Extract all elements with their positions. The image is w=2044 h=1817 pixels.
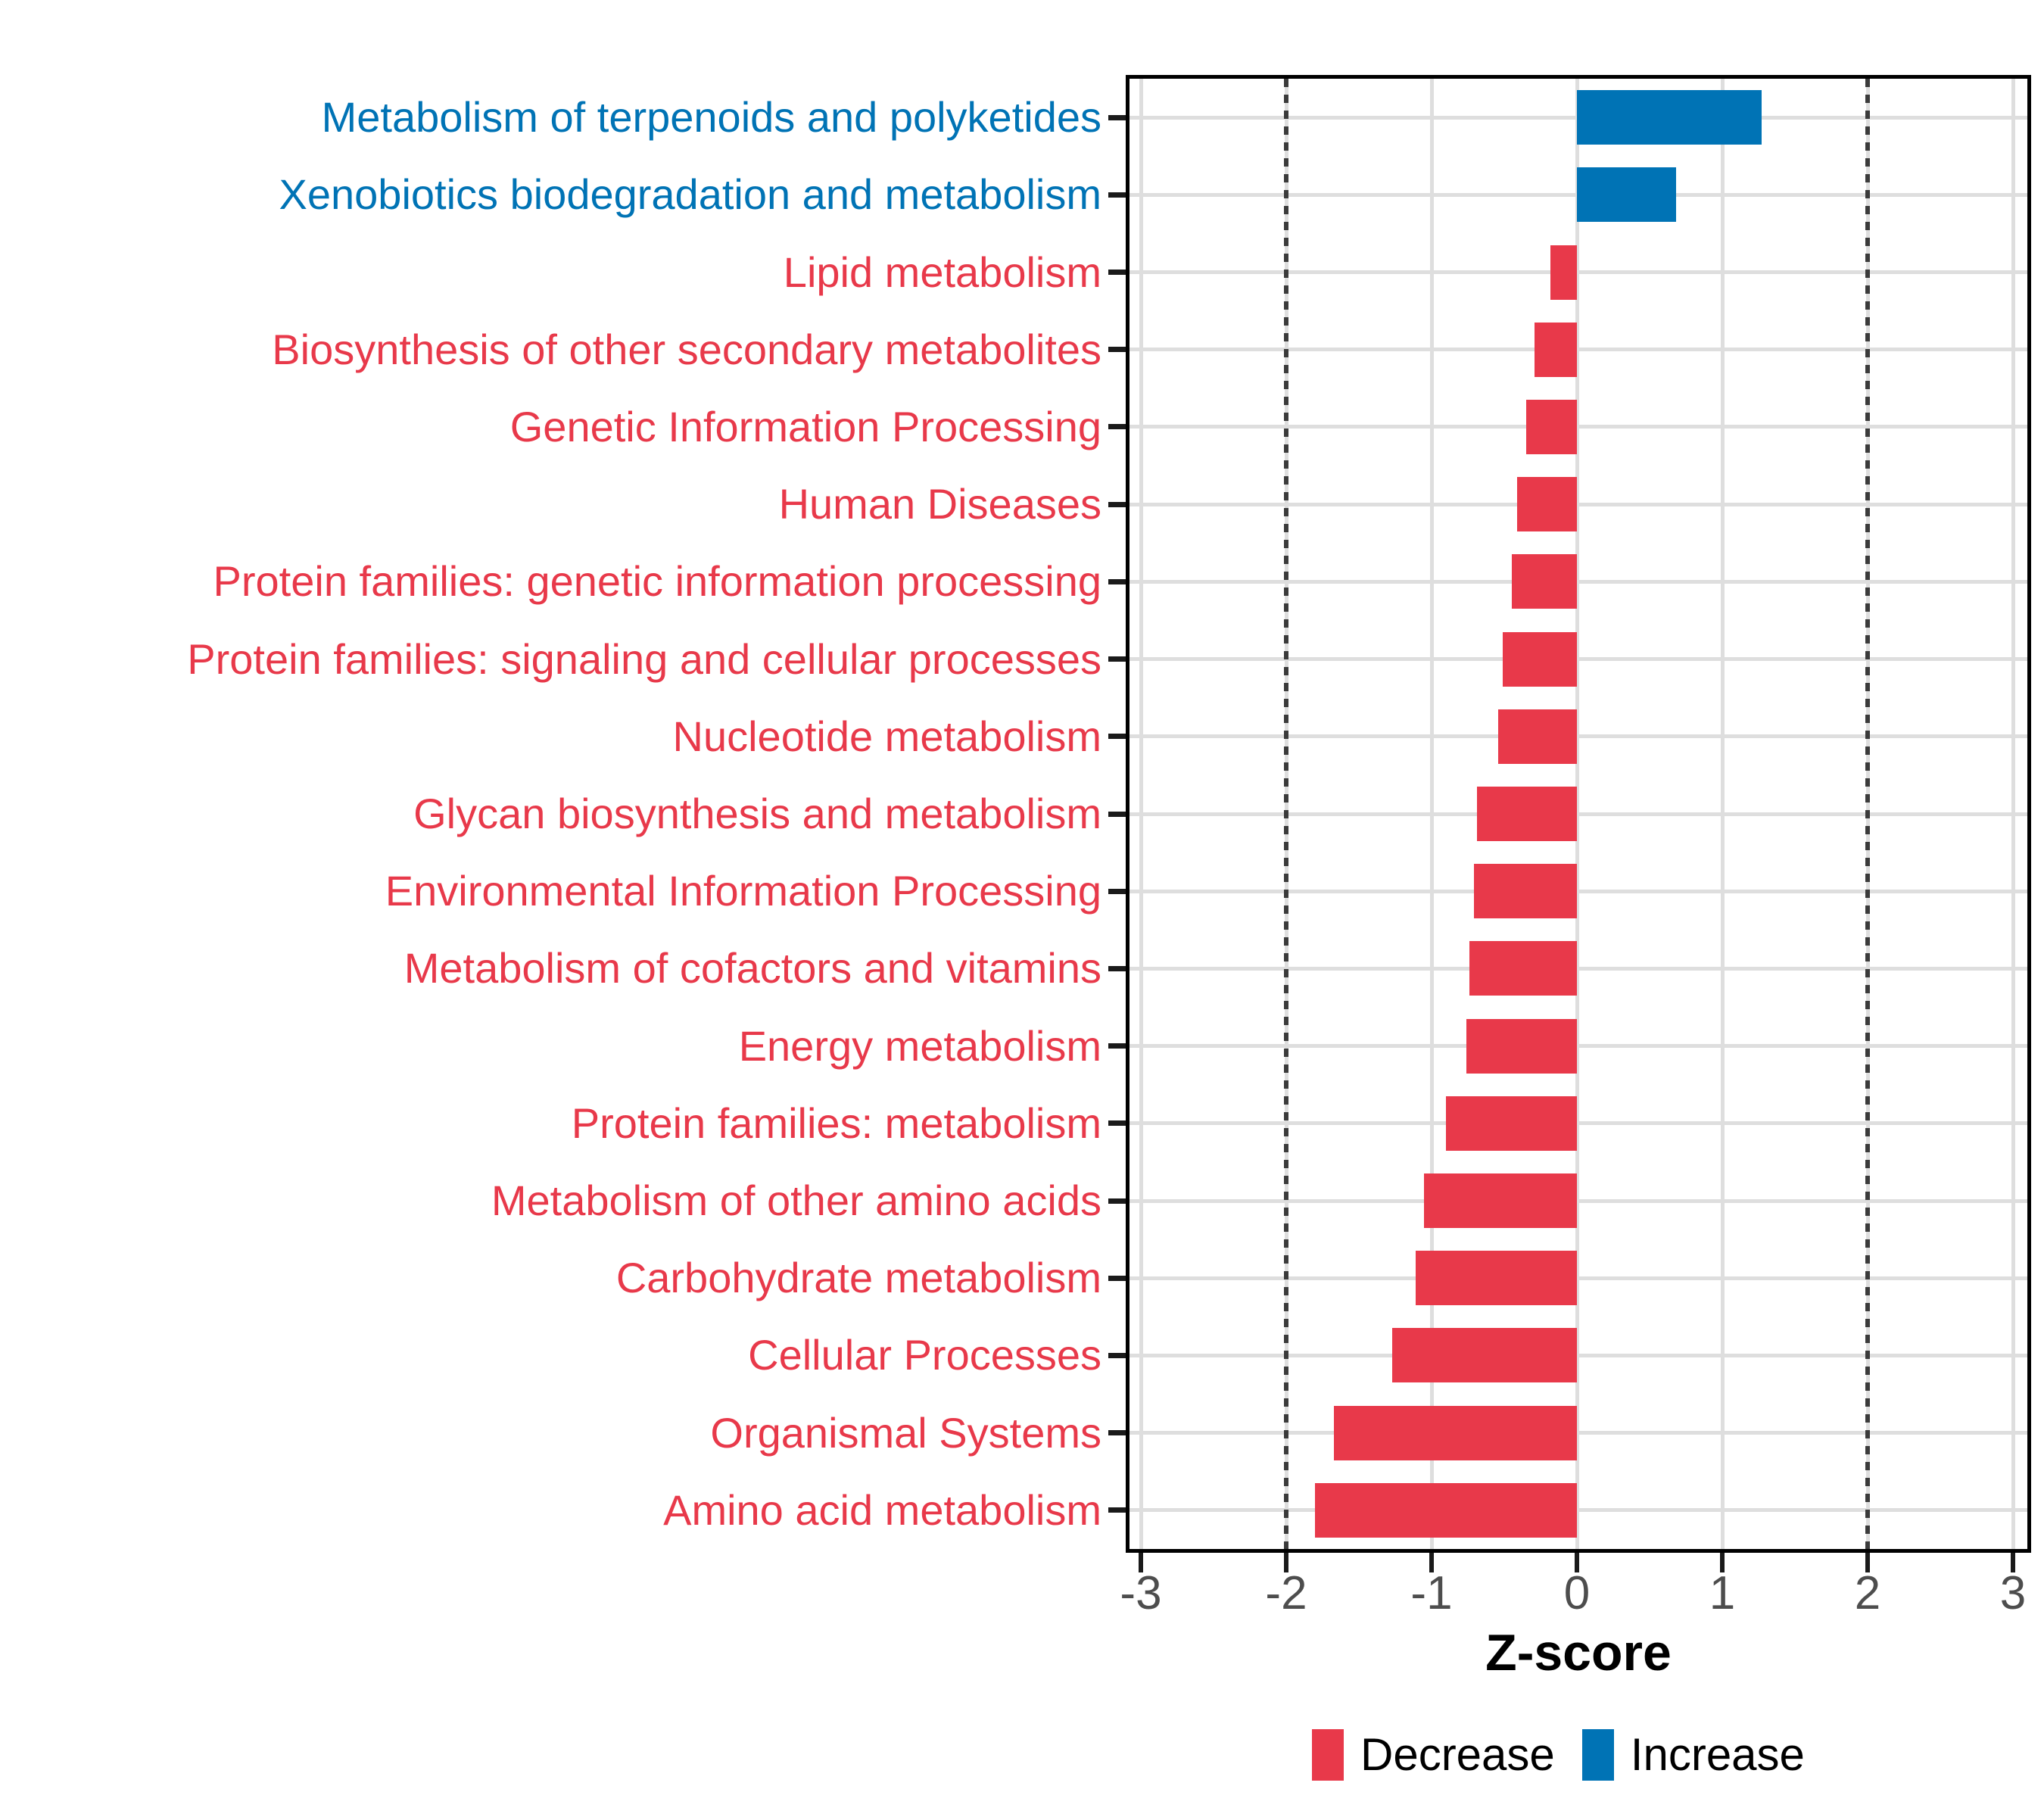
legend-item-increase: Increase — [1581, 1729, 1805, 1781]
x-axis-title: Z-score — [1485, 1624, 1672, 1681]
legend-swatch-increase — [1581, 1729, 1614, 1781]
bar — [1334, 1405, 1577, 1460]
vertical-gridline — [1575, 79, 1579, 1549]
bar — [1577, 90, 1762, 145]
y-axis-tick — [1108, 501, 1126, 507]
bar — [1469, 941, 1577, 996]
y-axis-label: Glycan biosynthesis and metabolism — [413, 790, 1101, 837]
bar — [1577, 167, 1676, 223]
vertical-gridline — [1139, 79, 1143, 1549]
y-axis-label: Protein families: genetic information pr… — [213, 557, 1101, 606]
guide-line-dotted — [1284, 79, 1288, 1549]
y-axis-label: Protein families: metabolism — [571, 1099, 1101, 1147]
x-axis-tick — [1865, 1553, 1870, 1572]
bar — [1511, 554, 1577, 609]
y-axis-tick — [1108, 192, 1126, 198]
bar — [1392, 1328, 1577, 1383]
y-axis-tick — [1108, 114, 1126, 120]
y-axis-tick — [1108, 1275, 1126, 1281]
vertical-gridline — [1429, 79, 1434, 1549]
legend-label-increase: Increase — [1630, 1729, 1805, 1780]
y-axis-label: Metabolism of cofactors and vitamins — [404, 944, 1101, 993]
legend-swatch-decrease — [1312, 1729, 1344, 1781]
y-axis-tick — [1108, 1352, 1126, 1358]
y-axis-tick — [1108, 1507, 1126, 1513]
x-axis-tick — [2011, 1553, 2015, 1572]
plot-panel — [1126, 75, 2031, 1553]
y-axis-label: Environmental Information Processing — [385, 867, 1101, 915]
legend-label-decrease: Decrease — [1360, 1729, 1555, 1780]
x-axis-tick — [1429, 1553, 1434, 1572]
legend: Decrease Increase — [1312, 1729, 1805, 1781]
y-axis-tick — [1108, 347, 1126, 353]
y-axis-label: Biosynthesis of other secondary metaboli… — [272, 325, 1101, 373]
bar — [1503, 631, 1577, 687]
y-axis-label: Genetic Information Processing — [509, 402, 1101, 450]
y-axis-label: Carbohydrate metabolism — [615, 1254, 1101, 1302]
vertical-gridline — [1720, 79, 1725, 1549]
vertical-gridline — [2011, 79, 2015, 1549]
bar — [1473, 864, 1577, 919]
y-axis-label: Cellular Processes — [748, 1331, 1101, 1379]
bar — [1476, 787, 1577, 841]
x-tick-label: 2 — [1854, 1567, 1881, 1619]
y-axis-label: Protein families: signaling and cellular… — [187, 634, 1101, 683]
x-axis-tick — [1720, 1553, 1725, 1572]
y-axis-tick — [1108, 1430, 1126, 1436]
x-tick-label: 0 — [1563, 1567, 1591, 1619]
y-axis-label: Metabolism of other amino acids — [491, 1177, 1101, 1225]
y-axis-tick — [1108, 1198, 1126, 1204]
bar — [1466, 1018, 1577, 1074]
y-axis-tick — [1108, 270, 1126, 276]
x-tick-label: -2 — [1265, 1567, 1307, 1619]
x-axis-tick — [1139, 1553, 1143, 1572]
guide-line-dotted — [1865, 79, 1870, 1549]
y-axis-label: Metabolism of terpenoids and polyketides — [321, 93, 1101, 142]
y-axis-tick — [1108, 656, 1126, 662]
x-tick-label: -1 — [1410, 1567, 1453, 1619]
y-axis-label: Lipid metabolism — [783, 248, 1101, 296]
bar — [1498, 709, 1577, 764]
x-tick-label: -3 — [1120, 1567, 1162, 1619]
y-axis-tick — [1108, 578, 1126, 584]
y-axis-label: Human Diseases — [778, 480, 1101, 528]
y-axis-label: Xenobiotics biodegradation and metabolis… — [279, 170, 1101, 219]
bar — [1424, 1173, 1577, 1229]
bar — [1517, 477, 1577, 532]
bar — [1315, 1482, 1577, 1538]
x-tick-label: 3 — [1999, 1567, 2027, 1619]
bar — [1446, 1095, 1577, 1151]
y-axis-tick — [1108, 811, 1126, 817]
y-axis-label: Organismal Systems — [710, 1408, 1101, 1457]
y-axis-tick — [1108, 734, 1126, 740]
y-axis-label: Energy metabolism — [738, 1021, 1101, 1070]
x-tick-label: 1 — [1709, 1567, 1736, 1619]
y-axis-tick — [1108, 1120, 1126, 1127]
y-axis-label: Amino acid metabolism — [663, 1485, 1101, 1534]
y-axis-tick — [1108, 888, 1126, 894]
x-axis-tick — [1575, 1553, 1579, 1572]
legend-item-decrease: Decrease — [1312, 1729, 1555, 1781]
bar — [1535, 322, 1577, 377]
bar — [1550, 245, 1577, 300]
y-axis-tick — [1108, 424, 1126, 430]
y-axis-tick — [1108, 1043, 1126, 1049]
bar — [1525, 399, 1577, 454]
y-axis-label: Nucleotide metabolism — [672, 712, 1101, 760]
x-axis-tick — [1284, 1553, 1288, 1572]
y-axis-tick — [1108, 965, 1126, 971]
bar — [1415, 1251, 1577, 1306]
